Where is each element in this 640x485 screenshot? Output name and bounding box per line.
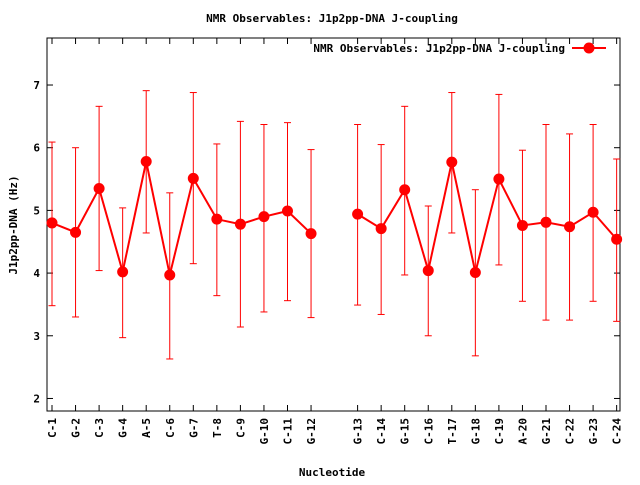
y-tick-label: 7: [33, 79, 40, 92]
x-tick-label: G-23: [587, 418, 600, 445]
y-tick-label: 4: [33, 267, 40, 280]
x-tick-label: G-15: [399, 418, 412, 445]
data-point: [516, 219, 528, 231]
data-point: [140, 155, 152, 167]
x-tick-label: C-3: [93, 418, 106, 438]
x-tick-label: T-17: [446, 418, 459, 445]
x-tick-label: G-2: [70, 418, 83, 438]
x-tick-label: C-1: [46, 418, 59, 438]
x-tick-label: C-22: [564, 418, 577, 445]
x-tick-label: T-8: [211, 418, 224, 438]
x-tick-label: G-13: [352, 418, 365, 445]
data-point: [540, 216, 552, 228]
data-point: [493, 173, 505, 185]
data-point: [282, 205, 293, 217]
data-point: [422, 265, 434, 277]
x-tick-label: C-24: [611, 418, 624, 445]
data-point: [46, 217, 58, 229]
data-point: [234, 218, 246, 230]
data-point: [187, 172, 199, 184]
y-tick-label: 5: [33, 204, 40, 217]
data-point: [164, 269, 176, 281]
data-point: [70, 226, 82, 238]
y-tick-label: 2: [33, 392, 40, 405]
x-tick-label: A-5: [140, 418, 153, 438]
data-point: [305, 228, 317, 240]
x-tick-label: G-12: [305, 418, 318, 445]
y-axis-label: J1p2pp-DNA (Hz): [7, 175, 20, 274]
series-line: [51, 161, 312, 276]
x-tick-label: C-16: [422, 418, 435, 445]
data-point: [93, 182, 105, 194]
x-tick-label: A-20: [516, 418, 529, 445]
x-tick-label: C-19: [493, 418, 506, 445]
x-tick-label: G-4: [117, 418, 130, 438]
x-tick-label: G-21: [540, 418, 553, 445]
chart-title: NMR Observables: J1p2pp-DNA J-coupling: [206, 12, 458, 25]
series-line: [357, 161, 618, 273]
data-point: [611, 233, 623, 245]
x-tick-label: G-18: [469, 418, 482, 445]
x-tick-label: C-9: [234, 418, 247, 438]
data-point: [564, 221, 576, 233]
legend-label: NMR Observables: J1p2pp-DNA J-coupling: [313, 42, 565, 55]
x-tick-label: G-7: [187, 418, 200, 438]
data-point: [587, 206, 599, 218]
data-point: [258, 211, 270, 223]
data-point: [375, 223, 387, 235]
y-tick-label: 6: [33, 142, 40, 155]
x-tick-label: G-10: [258, 418, 271, 445]
x-axis-label: Nucleotide: [299, 466, 366, 479]
data-point: [469, 266, 481, 278]
data-point: [117, 266, 129, 278]
x-tick-label: C-11: [282, 418, 295, 445]
data-point: [446, 156, 458, 168]
y-tick-label: 3: [33, 330, 40, 343]
plot-area: 2 3 4 5 6 7 C-1 G-2 C-3 G-4 A-5 C-6 G-7 T-8 C-9 G-10 C-1…: [33, 37, 624, 445]
x-tick-label: C-14: [375, 418, 388, 445]
data-point: [352, 208, 364, 220]
x-tick-label: C-6: [164, 418, 177, 438]
data-point: [399, 184, 411, 196]
data-point: [211, 213, 223, 225]
legend-swatch-marker: [583, 42, 595, 54]
